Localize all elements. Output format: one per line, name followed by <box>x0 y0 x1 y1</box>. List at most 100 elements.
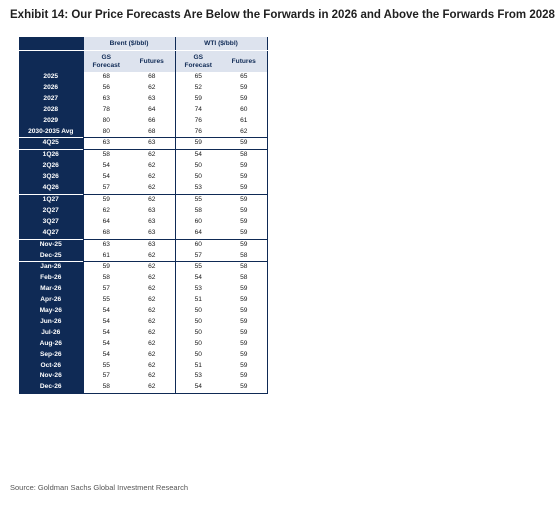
table-row: Mar-26 57 62 53 59 <box>19 284 268 296</box>
col-header-text: Forecast <box>184 61 213 69</box>
table-cell: 61 <box>82 250 129 262</box>
row-label: 4Q26 <box>19 183 83 195</box>
table-cell: 64 <box>148 105 156 113</box>
table-cell: 59 <box>82 261 129 274</box>
row-label: 2030-2035 Avg <box>19 126 83 138</box>
table-cell: 59 <box>221 193 268 206</box>
table-row: Jan-26 59 62 55 58 <box>19 261 268 274</box>
table-cell: 58 <box>221 149 268 162</box>
table-row: 4Q25 63 63 59 59 <box>19 137 268 150</box>
table-cell: 65 <box>221 72 268 83</box>
table-row: 3Q26 54 62 50 59 <box>19 172 268 184</box>
price-forecast-table: Brent ($/bbl) WTI ($/bbl) GS Forecast Fut… <box>19 37 268 395</box>
row-label: Jun-26 <box>19 316 83 328</box>
table-cell: 76 <box>174 126 221 138</box>
table-cell: 62 <box>148 173 156 181</box>
table-cell: 59 <box>82 193 129 206</box>
table-row: Nov-25 63 63 60 59 <box>19 238 268 251</box>
table-cell: 64 <box>82 216 129 228</box>
row-label: 2025 <box>19 72 83 83</box>
table-cell: 65 <box>174 72 221 83</box>
table-cell: 62 <box>221 126 268 138</box>
row-label: 2029 <box>19 115 83 127</box>
table-cell: 59 <box>221 360 268 372</box>
row-label: Jul-26 <box>19 327 83 339</box>
table-cell: 63 <box>82 137 129 150</box>
row-label: 3Q27 <box>19 216 83 228</box>
table-cell: 59 <box>221 82 268 94</box>
table-cell: 58 <box>221 273 268 285</box>
col-header-text: Futures <box>139 57 164 65</box>
table-cell: 57 <box>82 284 129 296</box>
col-header-text: Forecast <box>92 61 121 69</box>
table-cell: 62 <box>148 296 156 304</box>
row-label: Oct-26 <box>19 360 83 372</box>
table-cell: 62 <box>148 317 156 325</box>
exhibit-title: Exhibit 14: Our Price Forecasts Are Belo… <box>10 9 555 21</box>
table-cell: 59 <box>174 137 221 150</box>
table-row: 2026 56 62 52 59 <box>19 82 268 94</box>
row-label: Aug-26 <box>19 338 83 350</box>
table-cell: 63 <box>148 217 156 225</box>
table-row: 2Q26 54 62 50 59 <box>19 161 268 173</box>
table-cell: 63 <box>148 94 156 102</box>
table-cell: 66 <box>148 116 156 124</box>
table-cell: 59 <box>221 93 268 105</box>
table-cell: 58 <box>221 250 268 262</box>
table-cell: 54 <box>82 306 129 317</box>
table-cell: 62 <box>148 184 156 192</box>
table-cell: 53 <box>174 284 221 296</box>
table-cell: 57 <box>82 183 129 195</box>
table-cell: 59 <box>221 306 268 317</box>
table-cell: 60 <box>174 238 221 251</box>
row-label: 3Q26 <box>19 172 83 184</box>
table-cell: 59 <box>221 295 268 307</box>
table-cell: 59 <box>221 382 268 395</box>
table-cell: 55 <box>174 193 221 206</box>
row-label: Feb-26 <box>19 273 83 285</box>
col-header-brent-gs: GS Forecast <box>82 50 129 72</box>
table-row: 2030-2035 Avg 80 68 76 62 <box>19 126 268 138</box>
table-cell: 62 <box>148 361 156 369</box>
table-cell: 61 <box>221 115 268 127</box>
table-cell: 59 <box>221 284 268 296</box>
col-header-text: GS <box>193 53 204 61</box>
table-cell: 50 <box>174 349 221 361</box>
table-cell: 64 <box>174 227 221 240</box>
table-cell: 62 <box>148 162 156 170</box>
table-cell: 50 <box>174 172 221 184</box>
table-row: Sep-26 54 62 50 59 <box>19 349 268 361</box>
corner-cell-sub <box>19 50 83 72</box>
table-cell: 54 <box>82 327 129 339</box>
table-cell: 62 <box>148 274 156 282</box>
table-cell: 62 <box>82 205 129 217</box>
row-label: Mar-26 <box>19 284 83 296</box>
table-row: 4Q26 57 62 53 59 <box>19 183 268 195</box>
row-label: Nov-26 <box>19 371 83 383</box>
table-cell: 68 <box>82 227 129 240</box>
table-cell: 55 <box>82 360 129 372</box>
table-cell: 63 <box>82 238 129 251</box>
table-row: 1Q26 58 62 54 58 <box>19 149 268 162</box>
table-cell: 50 <box>174 338 221 350</box>
table-cell: 54 <box>174 273 221 285</box>
table-cell: 56 <box>82 82 129 94</box>
table-body: 2025 68 68 65 65 2026 56 62 52 59 2027 63 63 59 59 2028… <box>19 72 268 395</box>
row-label: 2027 <box>19 93 83 105</box>
corner-cell <box>19 37 83 51</box>
table-cell: 58 <box>174 205 221 217</box>
table-cell: 54 <box>82 172 129 184</box>
table-cell: 59 <box>221 238 268 251</box>
table-cell: 62 <box>148 251 156 259</box>
table-cell: 62 <box>148 285 156 293</box>
table-row: Feb-26 58 62 54 58 <box>19 273 268 285</box>
table-row: 4Q27 68 63 64 59 <box>19 227 268 240</box>
table-row: Jul-26 54 62 50 59 <box>19 327 268 339</box>
table-row: Aug-26 54 62 50 59 <box>19 338 268 350</box>
table-row: 2027 63 63 59 59 <box>19 93 268 105</box>
table-cell: 63 <box>148 228 156 236</box>
table-cell: 80 <box>82 126 129 138</box>
row-label: 2Q26 <box>19 161 83 173</box>
table-cell: 57 <box>82 371 129 383</box>
table-cell: 54 <box>82 161 129 173</box>
